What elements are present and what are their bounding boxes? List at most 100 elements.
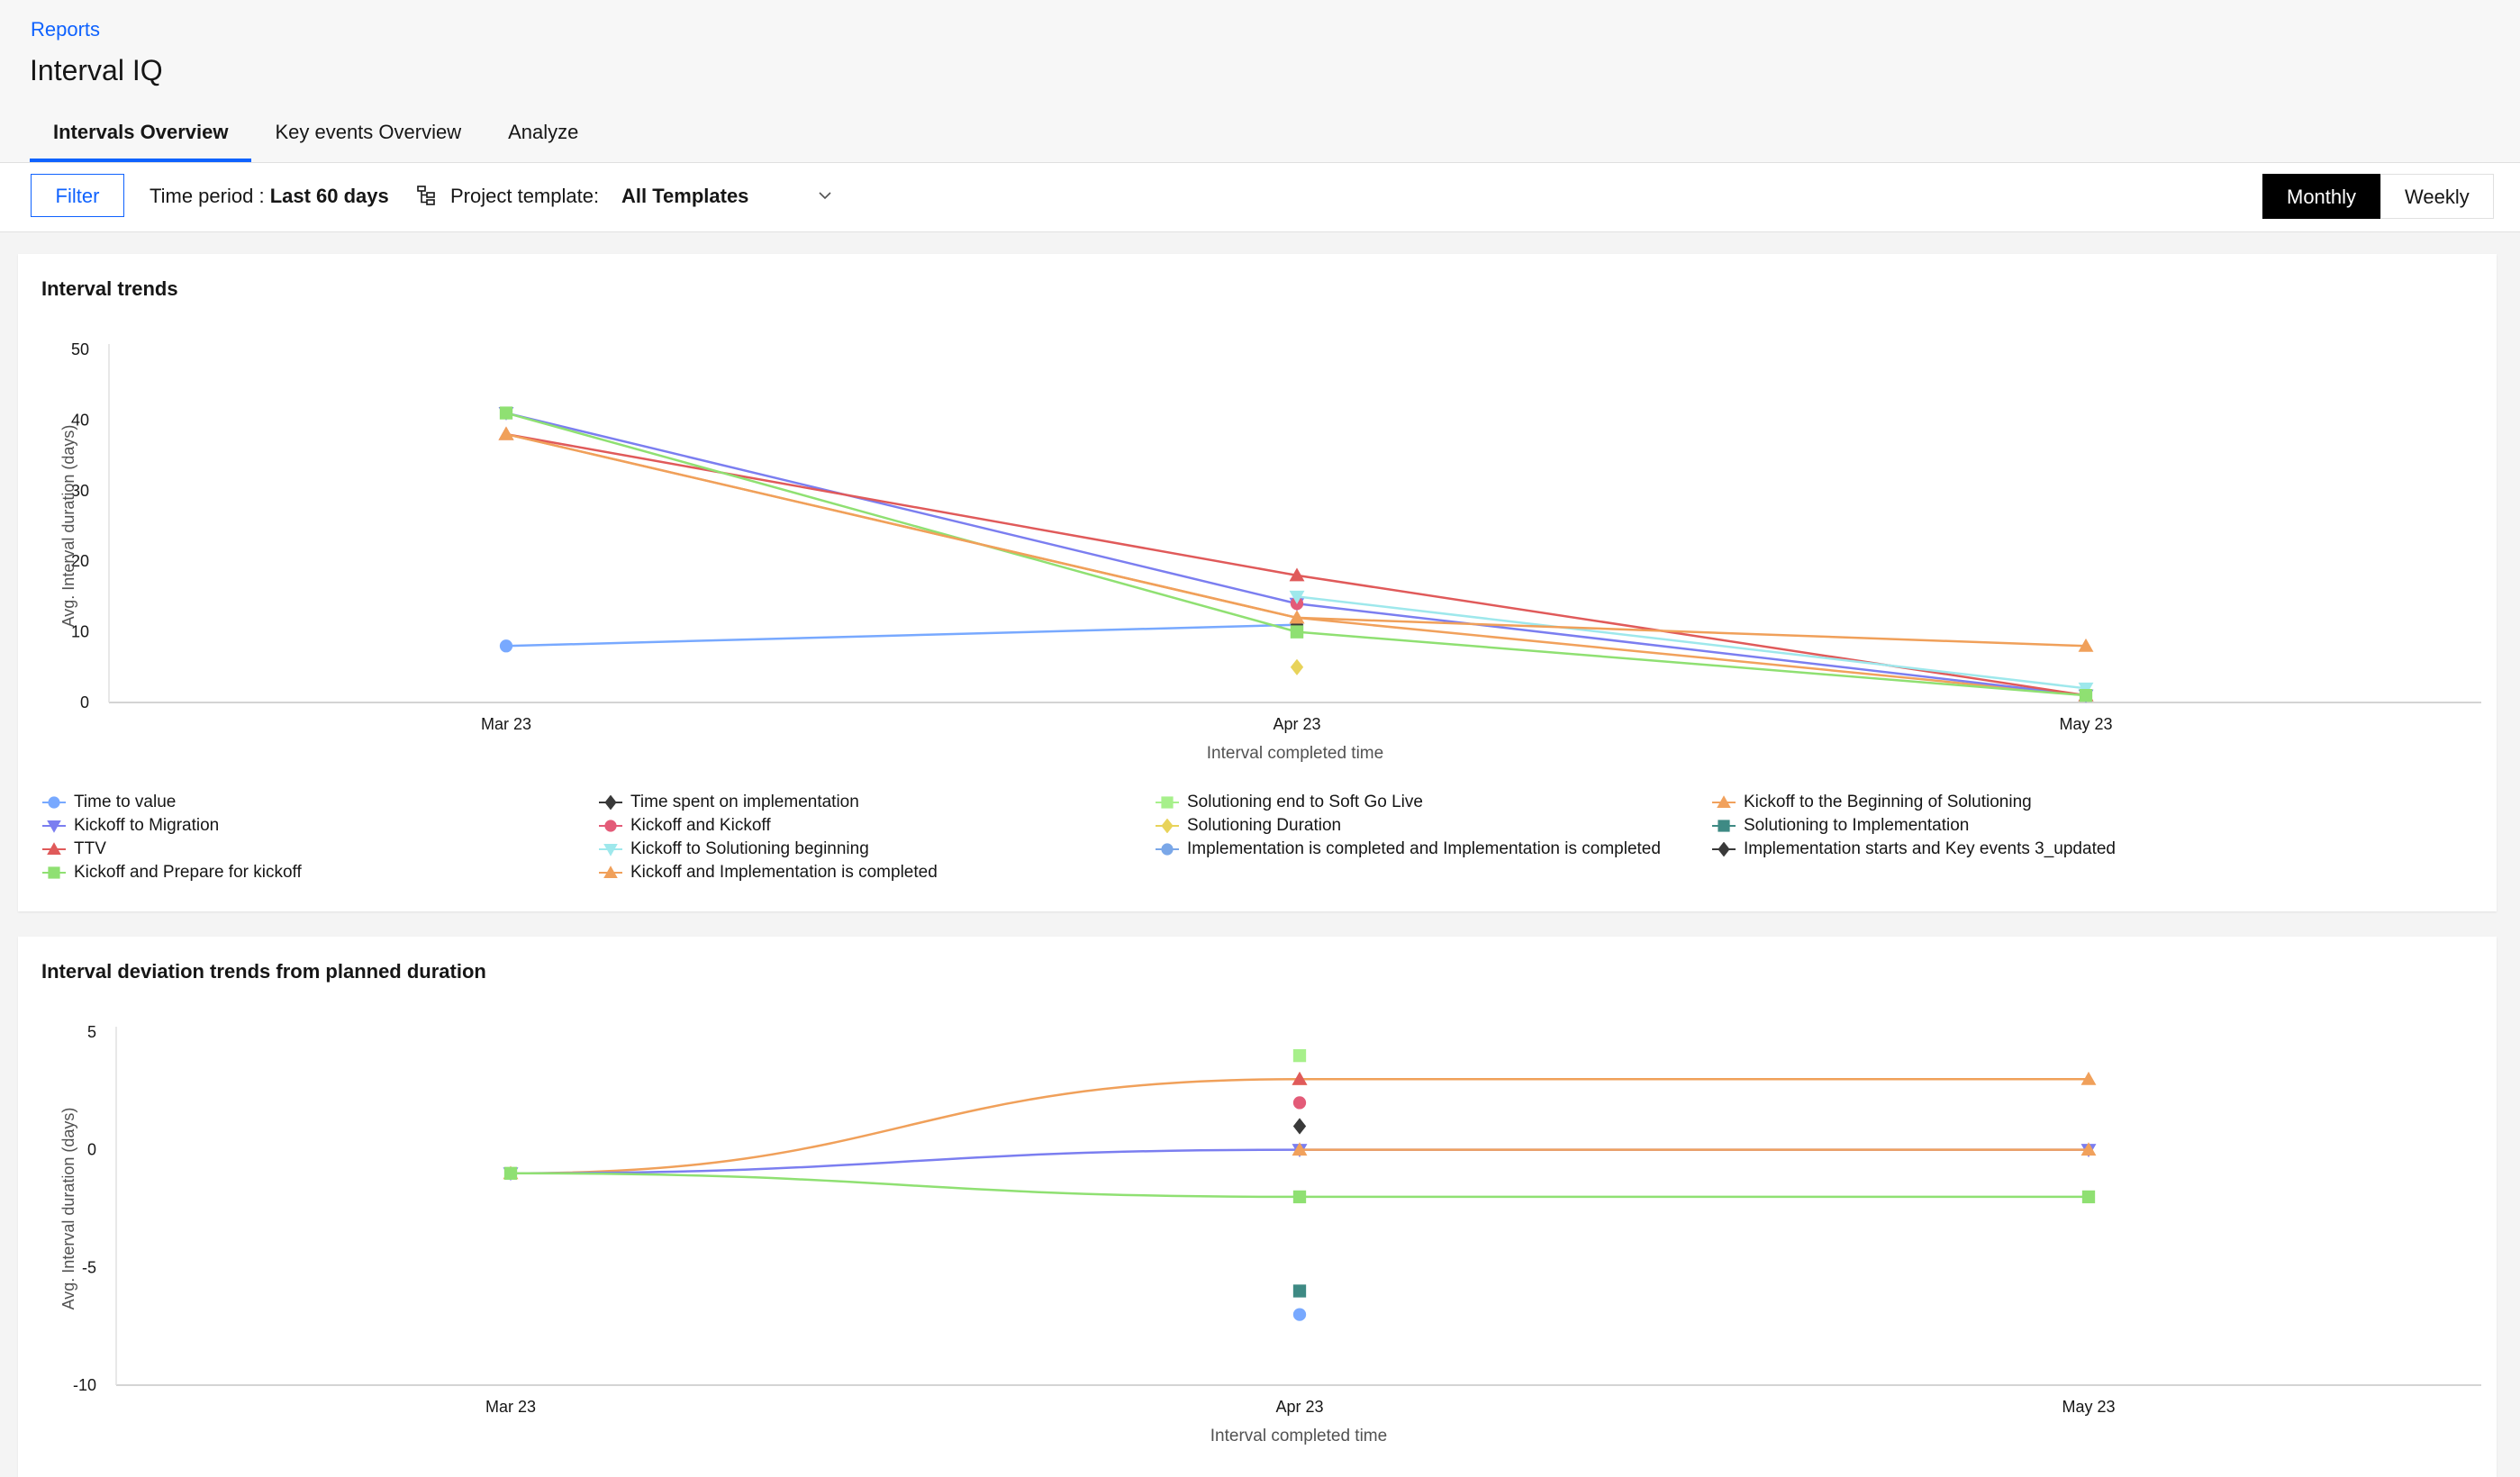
- data-point[interactable]: [1290, 625, 1304, 639]
- data-point[interactable]: [1292, 1308, 1307, 1321]
- legend-marker[interactable]: [1718, 820, 1730, 832]
- legend-item[interactable]: Solutioning to Implementation: [1711, 816, 1969, 836]
- legend-marker[interactable]: [604, 820, 617, 832]
- legend-item[interactable]: Solutioning Duration: [1155, 816, 1341, 836]
- breadcrumb-reports[interactable]: Reports: [31, 18, 101, 41]
- legend-marker[interactable]: [603, 865, 618, 878]
- legend-marker[interactable]: [47, 820, 61, 833]
- data-point[interactable]: [499, 406, 513, 420]
- series-3: [503, 1166, 2096, 1204]
- data-point[interactable]: [2081, 1190, 2096, 1204]
- legend-item[interactable]: Kickoff and Implementation is completed: [598, 863, 938, 883]
- data-point[interactable]: [499, 639, 513, 653]
- data-point[interactable]: [1292, 1190, 1307, 1204]
- legend-label: TTV: [74, 839, 106, 858]
- x-axis-label: Interval completed time: [1210, 1427, 1387, 1445]
- tab-analyze[interactable]: Analyze: [508, 121, 579, 143]
- legend-marker[interactable]: [1161, 843, 1174, 856]
- series-5: [1292, 1071, 1308, 1085]
- chevron-down-icon[interactable]: [816, 186, 834, 209]
- series-13: [498, 426, 2094, 652]
- legend-marker[interactable]: [1161, 819, 1174, 833]
- legend-label: Kickoff and Prepare for kickoff: [74, 863, 302, 882]
- legend-item[interactable]: Time to value: [41, 793, 176, 812]
- series-6: [1290, 658, 1304, 675]
- tab-intervals-overview[interactable]: Intervals Overview: [30, 113, 252, 162]
- data-point[interactable]: [1292, 1142, 1308, 1156]
- weekly-button[interactable]: Weekly: [2380, 174, 2494, 219]
- data-point[interactable]: [1292, 1048, 1307, 1063]
- legend-marker[interactable]: [1717, 795, 1731, 808]
- series-line: [505, 623, 1298, 648]
- y-axis-label: Avg. Interval duration (days): [59, 425, 77, 628]
- legend-item[interactable]: Solutioning end to Soft Go Live: [1155, 793, 1423, 812]
- legend-marker[interactable]: [1161, 796, 1174, 809]
- legend-label: Solutioning Duration: [1187, 816, 1342, 835]
- legend-marker[interactable]: [47, 842, 61, 855]
- tab-key-events-overview[interactable]: Key events Overview: [275, 121, 462, 143]
- legend-marker-icon: [1712, 820, 1736, 832]
- series-4: [1292, 1048, 1307, 1063]
- interval-deviation-chart: -10 -5 0 5 Mar 23 Apr 23 May 23 Interval comple…: [59, 1023, 2481, 1445]
- data-point[interactable]: [2078, 638, 2094, 652]
- data-point[interactable]: [2080, 1071, 2097, 1085]
- legend-marker-icon: [599, 844, 622, 856]
- legend-marker-icon: [42, 796, 66, 809]
- data-point[interactable]: [503, 1166, 518, 1180]
- data-point[interactable]: [1292, 1071, 1308, 1085]
- data-point[interactable]: [1292, 1096, 1307, 1110]
- legend-marker-icon: [1156, 819, 1179, 833]
- legend-item[interactable]: Time spent on implementation: [598, 793, 859, 812]
- project-template-select[interactable]: All Templates: [621, 185, 749, 207]
- x-tick-label: Mar 23: [481, 715, 531, 733]
- legend-label: Solutioning to Implementation: [1744, 816, 1970, 835]
- legend-marker-icon: [599, 865, 622, 878]
- time-period-label: Time period :: [150, 185, 270, 207]
- series-line: [505, 412, 2087, 697]
- series-line: [1296, 595, 2087, 690]
- data-point[interactable]: [1290, 658, 1304, 675]
- legend-marker[interactable]: [1718, 842, 1730, 856]
- legend-label: Time to value: [74, 793, 177, 811]
- legend-item[interactable]: Kickoff to Solutioning beginning: [598, 839, 869, 859]
- data-point[interactable]: [1289, 567, 1305, 582]
- monthly-button[interactable]: Monthly: [2262, 174, 2381, 219]
- page-title: Interval IQ: [30, 54, 163, 86]
- legend-item[interactable]: Implementation starts and Key events 3_u…: [1711, 839, 2116, 859]
- time-period[interactable]: Time period : Last 60 days: [150, 185, 389, 208]
- legend-label: Implementation is completed and Implemen…: [1187, 839, 1661, 858]
- legend-marker[interactable]: [48, 866, 60, 879]
- legend-marker[interactable]: [603, 844, 618, 856]
- series-line: [505, 412, 2087, 697]
- data-point[interactable]: [498, 426, 514, 440]
- y-tick-label: 0: [87, 1141, 96, 1159]
- y-tick-label: 5: [87, 1023, 96, 1041]
- y-tick-label: -10: [73, 1376, 96, 1394]
- series-4: [498, 407, 2094, 703]
- x-tick-label: Mar 23: [485, 1398, 536, 1416]
- data-point[interactable]: [2080, 1142, 2097, 1156]
- x-tick-label: Apr 23: [1275, 1398, 1323, 1416]
- filter-button[interactable]: Filter: [31, 174, 124, 217]
- legend-marker[interactable]: [604, 795, 617, 810]
- legend-marker[interactable]: [48, 796, 60, 809]
- legend-label: Implementation starts and Key events 3_u…: [1744, 839, 2116, 858]
- legend-item[interactable]: Kickoff to the Beginning of Solutioning: [1711, 793, 2032, 812]
- data-point[interactable]: [2079, 689, 2093, 702]
- legend-item[interactable]: TTV: [41, 839, 106, 859]
- data-point[interactable]: [1289, 590, 1305, 604]
- legend-item[interactable]: Kickoff to Migration: [41, 816, 219, 836]
- legend-label: Kickoff to Solutioning beginning: [630, 839, 869, 858]
- data-point[interactable]: [1292, 1118, 1307, 1135]
- tab-list: Intervals Overview Key events Overview A…: [30, 113, 665, 164]
- legend-item[interactable]: Implementation is completed and Implemen…: [1155, 839, 1661, 859]
- legend-item[interactable]: Kickoff and Prepare for kickoff: [41, 863, 302, 883]
- data-point[interactable]: [1289, 610, 1305, 624]
- legend-label: Kickoff to the Beginning of Solutioning: [1744, 793, 2032, 811]
- series-12: [499, 406, 2093, 702]
- x-tick-label: May 23: [2062, 1398, 2115, 1416]
- series-8: [1292, 1284, 1307, 1298]
- data-point[interactable]: [1292, 1284, 1307, 1298]
- legend-item[interactable]: Kickoff and Kickoff: [598, 816, 771, 836]
- template-icon: [416, 185, 438, 211]
